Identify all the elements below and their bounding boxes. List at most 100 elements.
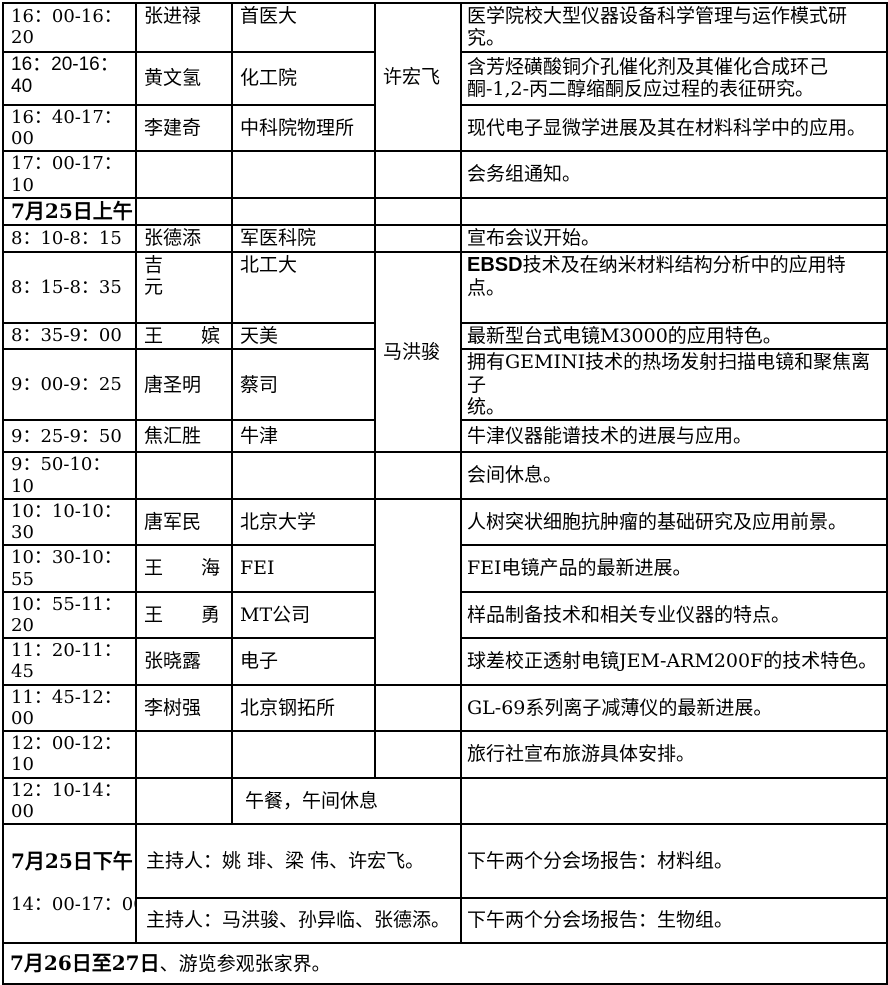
- topic-cell: 牛津仪器能谱技术的进展与应用。: [460, 419, 888, 454]
- chair-cell: [374, 683, 462, 733]
- topic-cell: 会间休息。: [460, 451, 888, 500]
- topic-cell: 下午两个分会场报告：材料组。: [460, 823, 888, 899]
- speaker-cell: 唐军民: [135, 497, 233, 547]
- chair-cell: [374, 730, 462, 779]
- topic-cell: [460, 776, 888, 826]
- affiliation-cell: 北京钢拓所: [231, 683, 376, 733]
- topic-cell: GL-69系列离子减薄仪的最新进展。: [460, 683, 888, 733]
- affiliation-cell: 北工大: [231, 250, 376, 324]
- topic-cell: 宣布会议开始。: [460, 224, 888, 253]
- speaker-cell: 李树强: [135, 683, 233, 733]
- hosts-cell: 主持人：姚 琲、梁 伟、许宏飞。: [135, 823, 462, 899]
- affiliation-cell: 北京大学: [231, 497, 376, 547]
- table-row: 10：55-11：20 王 勇 MT公司 样品制备技术和相关专业仪器的特点。: [2, 590, 888, 640]
- table-row: 9：50-10：10 会间休息。: [2, 451, 888, 500]
- speaker-cell: [135, 451, 233, 500]
- table-row: 16：40-17：00 李建奇 中科院物理所 现代电子显微学进展及其在材料科学中…: [2, 103, 888, 153]
- time-cell: 17：00-17： 10: [2, 150, 137, 199]
- time-cell: 11：20-11：45: [2, 637, 137, 686]
- chair-cell: [374, 224, 462, 253]
- affiliation-cell: 蔡司: [231, 348, 376, 422]
- time-cell: 12：00-12：10: [2, 730, 137, 779]
- topic-cell: 下午两个分会场报告：生物组。: [460, 896, 888, 944]
- tour-note-cell: 7月26日至27日、游览参观张家界。: [2, 941, 888, 985]
- time-cell: 11：45-12：00: [2, 683, 137, 733]
- time-cell: 10：55-11：20: [2, 590, 137, 640]
- speaker-cell: 焦汇胜: [135, 419, 233, 454]
- affiliation-cell: [231, 150, 376, 199]
- topic-text: 技术及在纳米材料结构分析中的应用特 点。: [467, 253, 846, 300]
- footer-row: 7月26日至27日、游览参观张家界。: [2, 941, 888, 985]
- session-date: 7月25日下午: [11, 848, 133, 873]
- affiliation-cell: [231, 451, 376, 500]
- table-row: 11：20-11：45 张晓露 电子 球差校正透射电镜JEM-ARM200F的技…: [2, 637, 888, 686]
- session-time: 14：00-17：00: [11, 894, 136, 916]
- time-cell: 9：50-10：10: [2, 451, 137, 500]
- table-row: 11：45-12：00 李树强 北京钢拓所 GL-69系列离子减薄仪的最新进展。: [2, 683, 888, 733]
- time-cell: 8：10-8：15: [2, 224, 137, 253]
- speaker-cell: 李建奇: [135, 103, 233, 153]
- table-row: 10：30-10：55 王 海 FEI FEI电镜产品的最新进展。: [2, 544, 888, 593]
- topic-cell: [460, 196, 888, 227]
- topic-cell: 含芳烃磺酸铜介孔催化剂及其催化合成环己 酮-1,2-丙二醇缩酮反应过程的表征研究…: [460, 50, 888, 106]
- speaker-cell: 吉 元: [135, 250, 233, 324]
- affiliation-cell: 天美: [231, 321, 376, 351]
- topic-cell: EBSD技术及在纳米材料结构分析中的应用特 点。: [460, 250, 888, 324]
- table-row: 10：10-10：30 唐军民 北京大学 人树突状细胞抗肿瘤的基础研究及应用前景…: [2, 497, 888, 686]
- chair-cell: 许宏飞: [374, 1, 462, 153]
- speaker-cell: 唐圣明: [135, 348, 233, 422]
- topic-cell: 拥有GEMINI技术的热场发射扫描电镜和聚焦离子 统。: [460, 348, 888, 422]
- affiliation-cell: 中科院物理所: [231, 103, 376, 153]
- speaker-cell: 张德添: [135, 224, 233, 253]
- affiliation-cell: MT公司: [231, 590, 376, 640]
- speaker-cell: 张晓露: [135, 637, 233, 686]
- table-row: 12：00-12：10 旅行社宣布旅游具体安排。: [2, 730, 888, 779]
- chair-cell: [374, 451, 462, 500]
- time-cell: 10：30-10：55: [2, 544, 137, 593]
- speaker-cell: 王 勇: [135, 590, 233, 640]
- hosts-cell: 主持人：马洪骏、孙异临、张德添。: [135, 896, 462, 944]
- section-date-cell: 7月25日上午: [2, 196, 137, 227]
- time-cell: 16：40-17：00: [2, 103, 137, 153]
- topic-cell: 旅行社宣布旅游具体安排。: [460, 730, 888, 779]
- time-cell: 9：25-9：50: [2, 419, 137, 454]
- time-cell: 8：35-9：00: [2, 321, 137, 351]
- time-cell: 9：00-9：25: [2, 348, 137, 422]
- tour-text: 、游览参观张家界。: [159, 952, 331, 975]
- afternoon-session-row: 7月25日下午 14：00-17：00 主持人：姚 琲、梁 伟、许宏飞。 下午两…: [2, 823, 888, 944]
- chair-cell: 马洪骏: [374, 250, 462, 454]
- table-row: 9：25-9：50 焦汇胜 牛津 牛津仪器能谱技术的进展与应用。: [2, 419, 888, 454]
- topic-cell: 人树突状细胞抗肿瘤的基础研究及应用前景。: [460, 497, 888, 547]
- speaker-cell: 张进禄: [135, 2, 233, 53]
- affiliation-cell: 军医科院: [231, 224, 376, 253]
- affiliation-cell: 电子: [231, 637, 376, 686]
- affiliation-cell: FEI: [231, 544, 376, 593]
- speaker-cell: 黄文氢: [135, 50, 233, 106]
- time-cell: 10：10-10：30: [2, 497, 137, 547]
- speaker-cell: [135, 776, 233, 826]
- section-header-row: 7月25日上午: [2, 196, 888, 227]
- topic-cell: 样品制备技术和相关专业仪器的特点。: [460, 590, 888, 640]
- topic-cell: 球差校正透射电镜JEM-ARM200F的技术特色。: [460, 637, 888, 686]
- table-row: 8：35-9：00 王 嫔 天美 最新型台式电镜M3000的应用特色。: [2, 321, 888, 351]
- lunch-row: 12：10-14： 00 午餐，午间休息: [2, 776, 888, 826]
- session-date-time-cell: 7月25日下午 14：00-17：00: [2, 823, 137, 944]
- affiliation-cell: 牛津: [231, 419, 376, 454]
- topic-cell: 现代电子显微学进展及其在材料科学中的应用。: [460, 103, 888, 153]
- table-row: 8：10-8：15 张德添 军医科院 宣布会议开始。: [2, 224, 888, 253]
- speaker-cell: [135, 150, 233, 199]
- table-row: 8：15-8：35 吉 元 北工大 马洪骏 EBSD技术及在纳米材料结构分析中的…: [2, 250, 888, 454]
- affiliation-cell: 首医大: [231, 2, 376, 53]
- topic-cell: FEI电镜产品的最新进展。: [460, 544, 888, 593]
- speaker-cell: 王 嫔: [135, 321, 233, 351]
- time-cell: 12：10-14： 00: [2, 776, 137, 826]
- time-cell: 16：00-16：20: [2, 2, 137, 53]
- speaker-cell: 王 海: [135, 544, 233, 593]
- topic-cell: 医学院校大型仪器设备科学管理与运作模式研 究。: [460, 2, 888, 53]
- topic-cell: 会务组通知。: [460, 150, 888, 199]
- table-row: 16：20-16： 40 黄文氢 化工院 含芳烃磺酸铜介孔催化剂及其催化合成环己…: [2, 50, 888, 106]
- time-cell: 8：15-8：35: [2, 250, 137, 324]
- chair-cell: [374, 497, 462, 686]
- topic-acronym: EBSD: [467, 253, 523, 276]
